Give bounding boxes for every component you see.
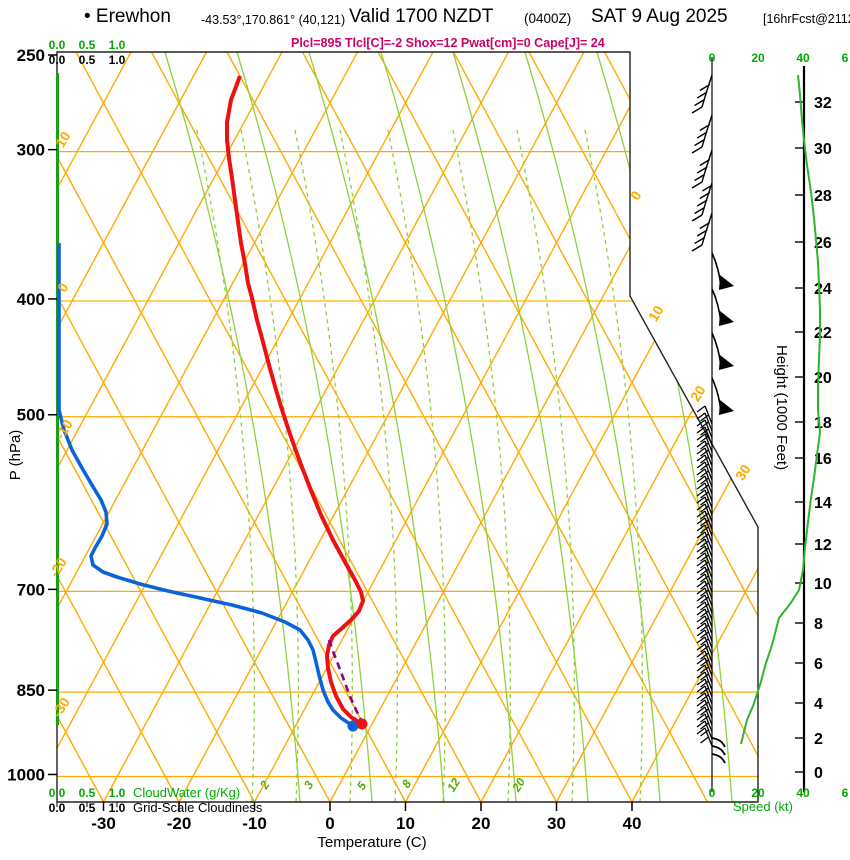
surface-temp-dot xyxy=(356,718,368,730)
sounding-indices: Plcl=895 Tlcl[C]=-2 Shox=12 Pwat[cm]=0 C… xyxy=(291,36,605,50)
forecast-tag: [16hrFcst@2112z] xyxy=(763,12,850,26)
temperature-axis-title: Temperature (C) xyxy=(317,834,426,851)
height-axis-title: Height (1000 Feet) xyxy=(773,345,790,470)
windspeed-profile xyxy=(740,74,822,745)
valid-time: Valid 1700 NZDT xyxy=(349,6,494,27)
svg-text:250: 250 xyxy=(17,46,45,65)
svg-text:0: 0 xyxy=(325,814,334,833)
svg-text:-10: -10 xyxy=(52,416,76,442)
svg-text:40: 40 xyxy=(796,786,810,800)
svg-text:300: 300 xyxy=(17,141,45,160)
cloudiness-label: Grid-Scale Cloudiness xyxy=(133,800,263,815)
temperature-axis: -30 -20 -10 0 10 20 30 40 Temperature (C) xyxy=(91,802,641,851)
svg-text:-30: -30 xyxy=(91,814,116,833)
cloud-scales: 0.00.00.00.00.50.50.50.51.01.01.01.0Clou… xyxy=(49,38,263,815)
svg-text:10: 10 xyxy=(814,576,832,593)
svg-text:20: 20 xyxy=(751,786,765,800)
svg-text:1000: 1000 xyxy=(7,765,45,784)
svg-text:1.0: 1.0 xyxy=(109,801,126,815)
svg-text:0.0: 0.0 xyxy=(49,786,66,800)
svg-text:26: 26 xyxy=(814,235,832,252)
svg-text:700: 700 xyxy=(17,580,45,599)
svg-text:1.0: 1.0 xyxy=(109,38,126,52)
svg-text:3: 3 xyxy=(301,778,317,791)
temperature-curve xyxy=(225,75,365,726)
svg-text:30: 30 xyxy=(547,814,566,833)
svg-text:0.0: 0.0 xyxy=(49,801,66,815)
svg-text:30: 30 xyxy=(732,461,754,483)
svg-text:12: 12 xyxy=(814,537,832,554)
svg-text:18: 18 xyxy=(814,415,832,432)
svg-text:0.5: 0.5 xyxy=(79,38,96,52)
valid-date: SAT 9 Aug 2025 xyxy=(591,6,728,27)
parcel-path xyxy=(327,639,363,721)
valid-time-utc: (0400Z) xyxy=(524,11,572,26)
station-title: • Erewhon xyxy=(84,6,171,27)
svg-text:20: 20 xyxy=(509,775,529,795)
svg-text:12: 12 xyxy=(444,775,463,794)
svg-text:5: 5 xyxy=(354,779,370,792)
svg-text:24: 24 xyxy=(814,281,832,298)
svg-text:-30: -30 xyxy=(49,694,73,720)
svg-text:0: 0 xyxy=(709,786,716,800)
plot-border xyxy=(56,51,759,803)
svg-text:-20: -20 xyxy=(167,814,192,833)
grid-lines xyxy=(57,52,758,802)
svg-text:400: 400 xyxy=(17,290,45,309)
svg-text:10: 10 xyxy=(645,302,667,324)
pressure-axis-title: P (hPa) xyxy=(7,430,24,481)
svg-text:20: 20 xyxy=(751,51,765,65)
svg-text:0.0: 0.0 xyxy=(49,53,66,67)
svg-text:0: 0 xyxy=(709,51,716,65)
cloudwater-label: CloudWater (g/Kg) xyxy=(133,785,240,800)
svg-text:10: 10 xyxy=(396,814,415,833)
svg-text:40: 40 xyxy=(796,51,810,65)
svg-text:4: 4 xyxy=(814,696,823,713)
svg-text:0: 0 xyxy=(814,765,823,782)
svg-text:0.0: 0.0 xyxy=(49,38,66,52)
svg-text:0.5: 0.5 xyxy=(79,53,96,67)
svg-text:2: 2 xyxy=(814,731,823,748)
svg-text:20: 20 xyxy=(687,382,709,404)
svg-text:40: 40 xyxy=(623,814,642,833)
svg-text:28: 28 xyxy=(814,188,832,205)
station-coords: -43.53°,170.861° (40,121) xyxy=(201,13,346,27)
speed-axis-title: Speed (kt) xyxy=(733,799,793,814)
dewpoint-curve xyxy=(57,243,354,728)
svg-text:8: 8 xyxy=(814,616,823,633)
svg-text:-20: -20 xyxy=(46,554,70,580)
svg-text:6: 6 xyxy=(814,656,823,673)
svg-text:1.0: 1.0 xyxy=(109,786,126,800)
svg-text:10: 10 xyxy=(52,128,74,150)
svg-text:6: 6 xyxy=(842,786,849,800)
svg-text:32: 32 xyxy=(814,95,832,112)
svg-text:1.0: 1.0 xyxy=(109,53,126,67)
svg-text:6: 6 xyxy=(842,51,849,65)
svg-text:14: 14 xyxy=(814,495,832,512)
svg-text:20: 20 xyxy=(472,814,491,833)
svg-text:2: 2 xyxy=(256,778,272,792)
svg-text:0.5: 0.5 xyxy=(79,801,96,815)
svg-text:22: 22 xyxy=(814,325,832,342)
wind-barbs xyxy=(691,57,734,792)
svg-text:16: 16 xyxy=(814,451,832,468)
svg-text:30: 30 xyxy=(814,141,832,158)
svg-text:20: 20 xyxy=(814,370,832,387)
surface-dewpoint-dot xyxy=(347,720,359,732)
svg-text:850: 850 xyxy=(17,681,45,700)
svg-text:-10: -10 xyxy=(242,814,267,833)
svg-text:500: 500 xyxy=(17,406,45,425)
svg-text:0.5: 0.5 xyxy=(79,786,96,800)
pressure-axis: 250 300 400 500 700 850 1000 P (hPa) xyxy=(7,46,57,784)
